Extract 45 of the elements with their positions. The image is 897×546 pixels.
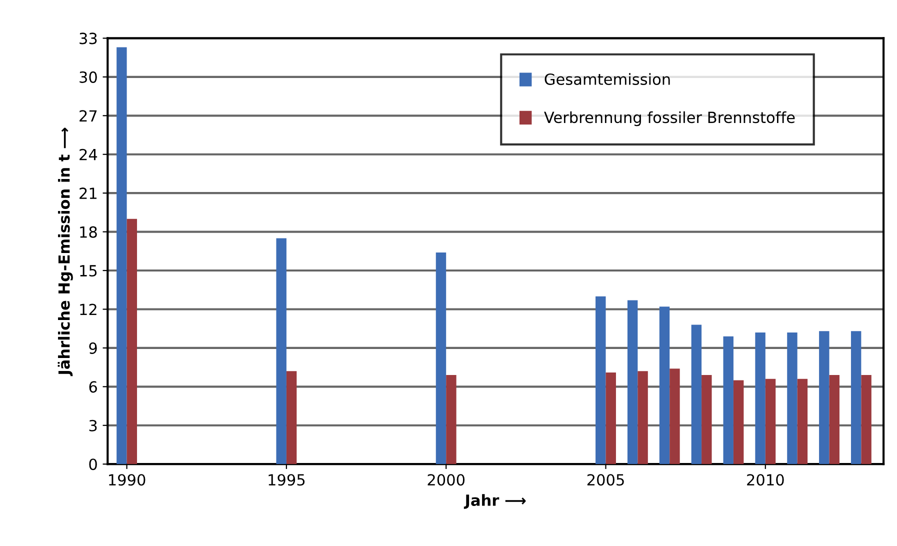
bar [670,368,680,464]
bar [723,336,734,464]
bar [850,331,862,464]
bar [819,331,830,464]
x-tick-label: 2000 [428,474,465,486]
bar [733,380,744,464]
bar [606,372,616,464]
y-tick-label: 0 [89,458,97,470]
y-tick-label: 12 [80,304,96,316]
y-tick-label: 21 [80,188,97,199]
x-axis-title: Jahr ⟶ [464,494,526,509]
bar [797,378,808,464]
y-axis-title: Jährliche Hg-Emission in t ⟶ [58,128,73,376]
bar [436,252,446,464]
y-tick-label: 9 [89,342,97,354]
y-tick-label: 3 [89,420,97,432]
x-tick-label: 2005 [587,474,624,486]
legend-label: Verbrennung fossiler Brennstoffe [544,111,795,126]
x-tick-label: 1995 [268,474,305,486]
bar [691,324,702,464]
y-tick-label: 24 [80,148,98,160]
bar [446,375,456,464]
bar [702,375,712,464]
bar [276,238,286,464]
x-tick-label: 1990 [109,474,146,486]
bar [596,296,606,464]
y-tick-label: 6 [89,381,97,393]
bar [659,306,670,464]
bar [126,218,138,464]
y-tick-label: 30 [80,71,97,83]
y-tick-label: 33 [80,32,97,44]
bar [765,378,776,464]
bar [829,375,840,464]
bar [627,300,638,464]
bar [755,332,766,464]
y-tick-label: 15 [80,265,97,277]
bar [638,371,648,464]
y-tick-label: 18 [80,226,97,238]
x-tick-label: 2010 [747,474,784,486]
bar [787,332,798,464]
legend-label: Gesamtemission [544,73,670,85]
bar [286,371,297,464]
bar [861,375,872,464]
y-tick-label: 27 [80,110,97,122]
bar [116,47,127,464]
